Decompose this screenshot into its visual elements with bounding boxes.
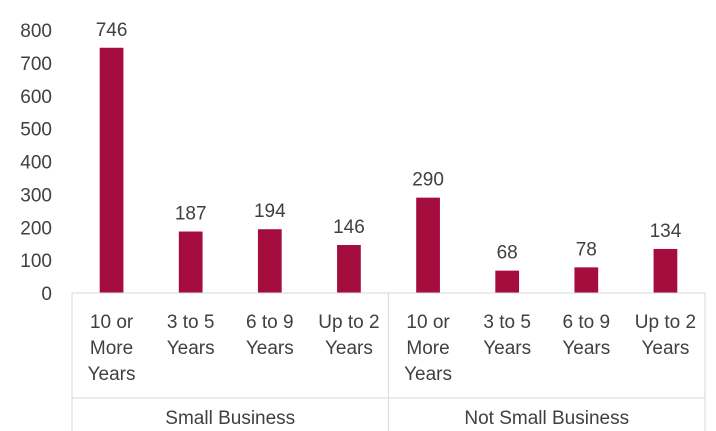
group-label: Not Small Business — [464, 408, 629, 429]
y-tick-label: 100 — [20, 251, 52, 272]
data-label: 68 — [497, 243, 518, 264]
y-tick-label: 600 — [20, 87, 52, 108]
category-label: 6 to 9 Years — [562, 312, 610, 359]
data-label: 146 — [333, 217, 365, 238]
y-tick-label: 500 — [20, 120, 52, 141]
category-label: Up to 2 Years — [318, 312, 379, 359]
y-tick-label: 300 — [20, 185, 52, 206]
category-label: 3 to 5 Years — [167, 312, 215, 359]
data-label: 134 — [650, 221, 682, 242]
bar — [178, 231, 203, 293]
y-tick-label: 800 — [20, 21, 52, 42]
data-label: 290 — [412, 170, 444, 191]
y-tick-label: 200 — [20, 218, 52, 239]
bar — [257, 229, 282, 293]
data-label: 78 — [576, 239, 597, 260]
bar — [337, 245, 361, 293]
category-label: 3 to 5 Years — [483, 312, 531, 359]
x-axis: 10 or More Years 3 to 5 Years 6 to 9 Years Up t… — [71, 292, 706, 431]
bar — [416, 197, 440, 293]
y-tick-label: 0 — [41, 284, 52, 305]
bar — [653, 248, 678, 293]
group-label: Small Business — [165, 408, 295, 429]
data-label: 194 — [254, 201, 286, 222]
category-label: Up to 2 Years — [635, 312, 696, 359]
category-label: 10 or More Years — [404, 312, 452, 385]
data-label: 746 — [96, 20, 128, 41]
bar — [574, 267, 599, 293]
bar — [495, 270, 520, 293]
category-label: 10 or More Years — [88, 312, 136, 385]
data-label: 187 — [175, 204, 207, 225]
data-labels: 746 187 194 146 290 68 78 134 — [96, 20, 682, 264]
bars — [99, 47, 678, 293]
y-tick-label: 700 — [20, 54, 52, 75]
y-tick-label: 400 — [20, 153, 52, 174]
bar — [99, 47, 124, 293]
y-axis: 0 100 200 300 400 500 600 700 800 — [20, 21, 52, 305]
category-label: 6 to 9 Years — [246, 312, 294, 359]
